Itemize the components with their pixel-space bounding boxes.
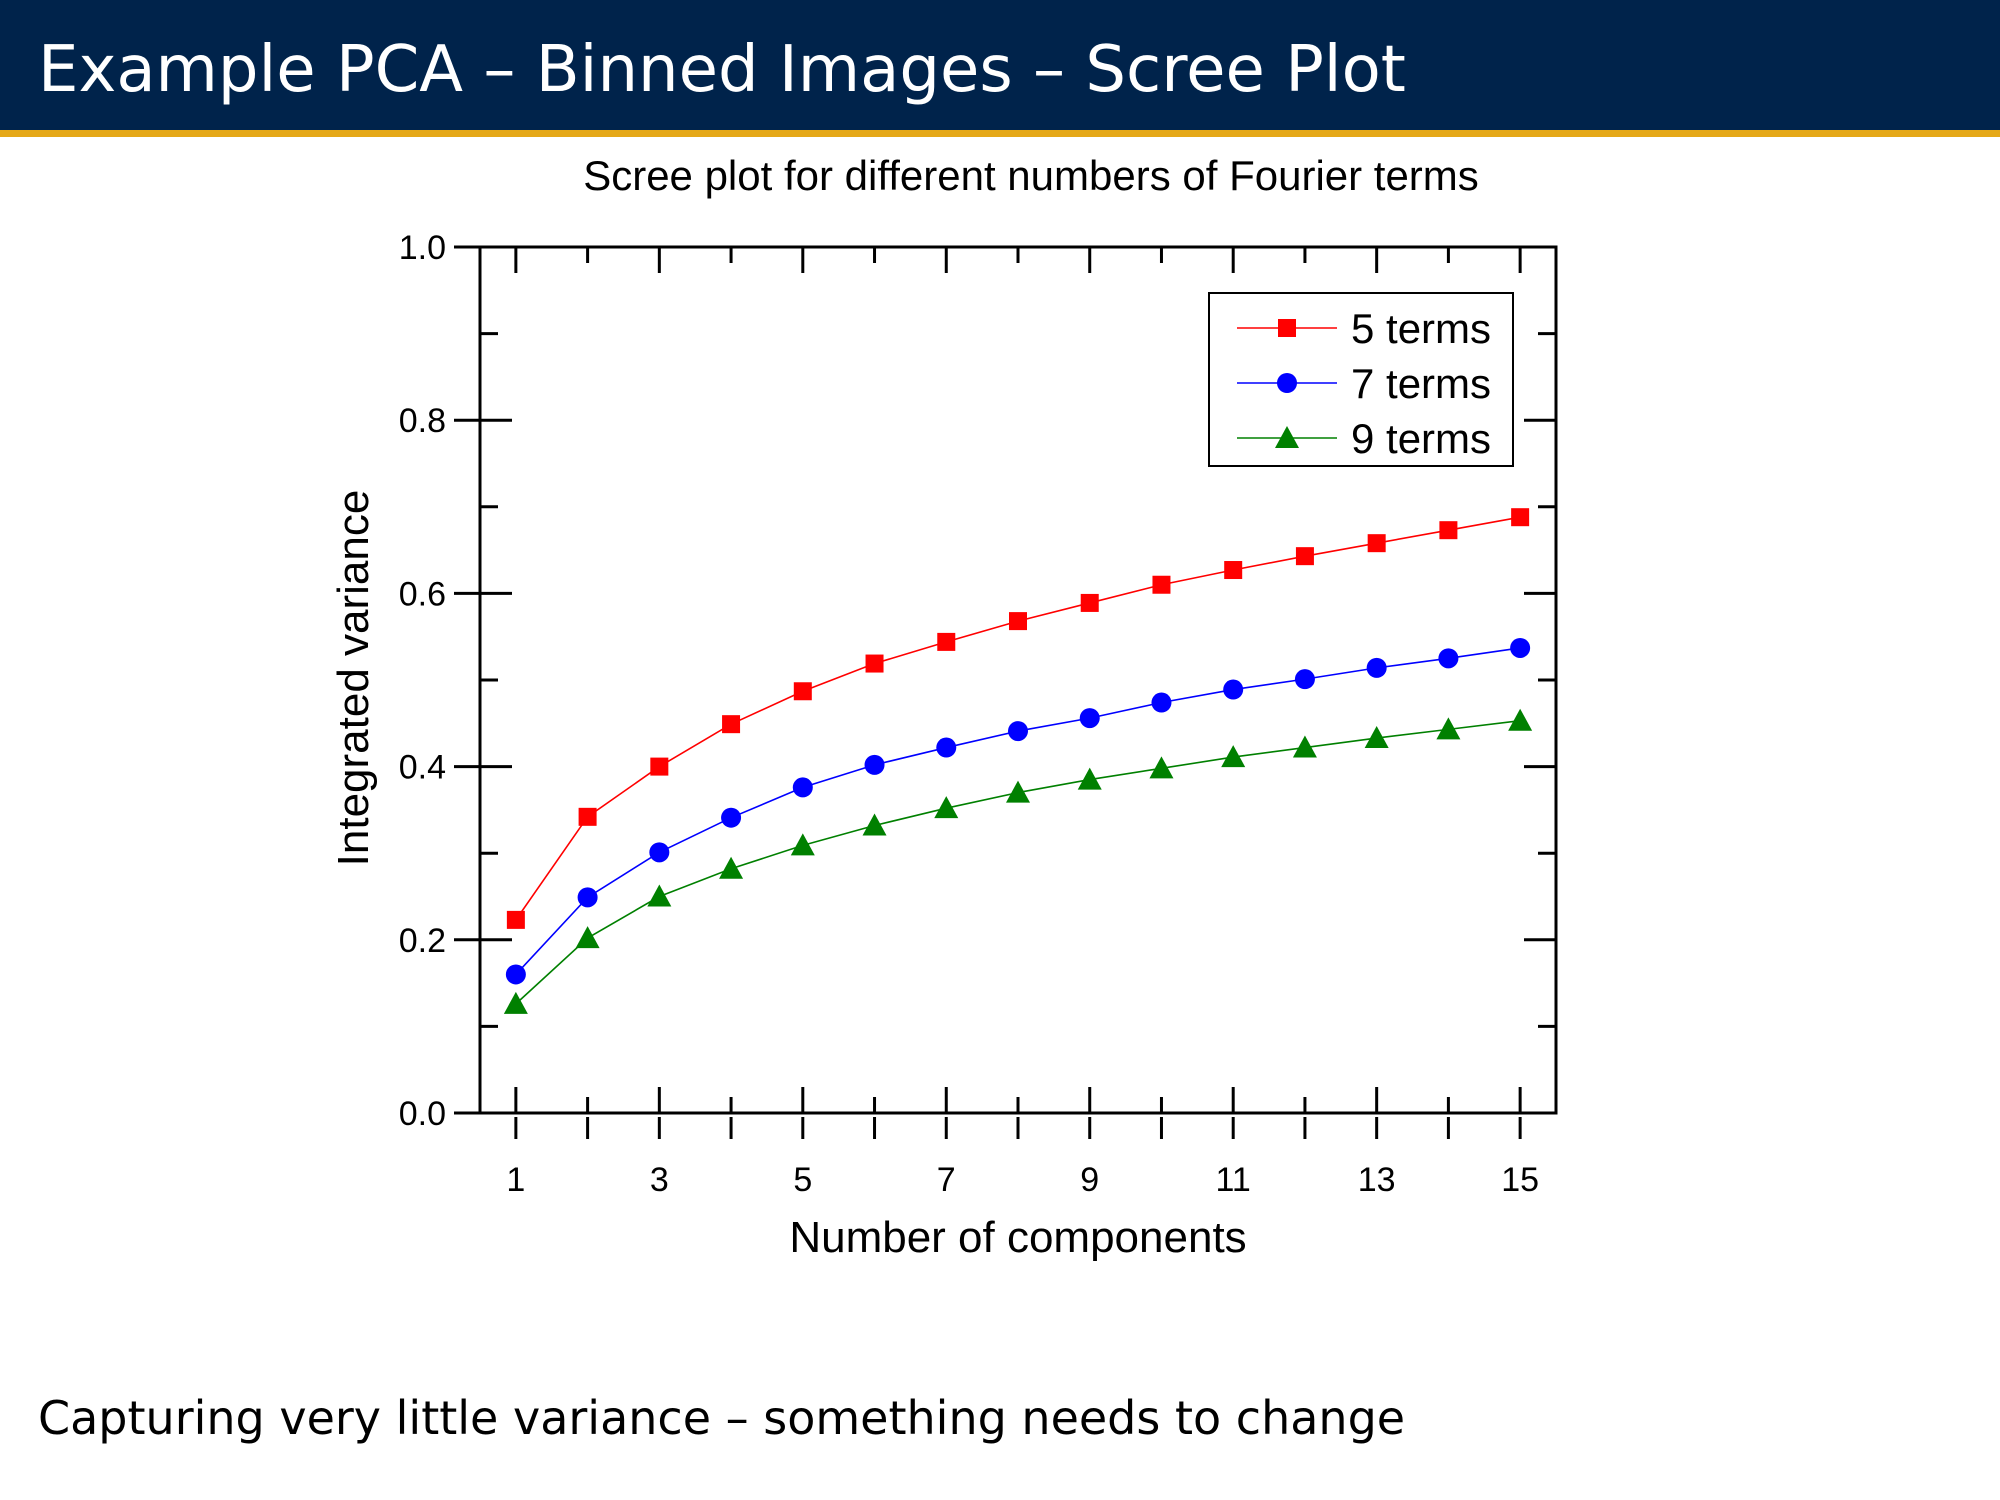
data-point	[1008, 721, 1028, 742]
x-tick-label: 7	[937, 1161, 956, 1199]
data-point	[1224, 561, 1243, 580]
data-point	[937, 632, 956, 651]
data-point	[505, 964, 526, 985]
legend-entry: 5 terms	[1237, 305, 1491, 352]
y-tick-label: 0.6	[399, 575, 446, 613]
data-point	[1510, 637, 1531, 658]
data-point	[790, 833, 815, 856]
header-bar	[0, 0, 2000, 130]
data-point	[1223, 679, 1244, 700]
header-accent-stripe	[0, 130, 2000, 137]
y-axis-label: Integrated variance	[329, 490, 378, 867]
data-point	[1294, 669, 1315, 690]
data-point	[934, 796, 959, 819]
data-point	[1009, 612, 1027, 631]
data-point	[1438, 648, 1459, 669]
data-point	[793, 682, 812, 701]
data-point	[1511, 508, 1530, 527]
data-point	[1439, 521, 1458, 540]
data-point	[1508, 708, 1533, 731]
series-9-terms	[503, 708, 1533, 1014]
data-point	[1367, 534, 1386, 553]
x-tick-label: 15	[1501, 1161, 1539, 1199]
data-point	[1006, 780, 1030, 803]
data-point	[578, 807, 597, 826]
y-tick-label: 0.2	[399, 922, 446, 960]
data-point	[1149, 756, 1174, 779]
data-point	[1364, 726, 1389, 749]
x-tick-label: 9	[1080, 1161, 1099, 1199]
data-point	[936, 737, 957, 758]
legend-label: 7 terms	[1351, 360, 1491, 407]
data-point	[649, 842, 670, 863]
legend-marker	[1278, 319, 1296, 337]
series-layer	[503, 508, 1533, 1014]
slide-title: Example PCA – Binned Images – Scree Plot	[38, 33, 1406, 107]
data-point	[792, 777, 813, 798]
data-point	[1151, 692, 1172, 713]
data-point	[1080, 593, 1099, 612]
chart-title: Scree plot for different numbers of Four…	[583, 152, 1479, 199]
data-point	[864, 754, 885, 775]
data-point	[1366, 657, 1387, 678]
footer-note: Capturing very little variance – somethi…	[38, 1391, 1406, 1445]
x-tick-label: 3	[650, 1161, 669, 1199]
legend: 5 terms 7 terms 9 terms	[1208, 292, 1514, 467]
data-point	[722, 715, 741, 734]
legend-entry: 9 terms	[1237, 415, 1491, 462]
data-point	[503, 991, 528, 1014]
legend-marker	[1275, 426, 1299, 448]
data-point	[1152, 575, 1171, 594]
data-point	[1436, 717, 1461, 740]
data-point	[1077, 767, 1102, 790]
data-point	[1221, 745, 1246, 768]
data-point	[1295, 547, 1314, 566]
data-point	[506, 910, 525, 929]
data-point	[862, 813, 887, 836]
axes: 1 3 5 7 9 11 13 150.00.20.40.60.81.0	[399, 229, 1558, 1199]
series-5-terms	[506, 508, 1530, 929]
y-tick-label: 0.8	[399, 402, 446, 440]
y-tick-label: 0.4	[399, 749, 446, 787]
data-point	[575, 926, 600, 949]
legend-marker	[1277, 373, 1297, 393]
x-tick-label: 5	[793, 1161, 812, 1199]
y-tick-label: 0.0	[399, 1095, 446, 1133]
series-line	[515, 516, 1521, 921]
data-point	[721, 807, 742, 828]
data-point	[1079, 708, 1100, 729]
data-point	[650, 757, 669, 776]
series-line	[515, 647, 1521, 975]
data-point	[1292, 735, 1317, 758]
x-axis-label: Number of components	[789, 1213, 1246, 1262]
data-point	[719, 856, 744, 879]
series-7-terms	[505, 637, 1531, 985]
x-tick-label: 11	[1216, 1161, 1251, 1199]
data-point	[647, 884, 672, 907]
legend-entry: 7 terms	[1237, 360, 1491, 407]
data-point	[577, 887, 598, 908]
legend-label: 9 terms	[1351, 415, 1491, 462]
x-tick-label: 13	[1358, 1161, 1396, 1199]
legend-box	[1208, 292, 1514, 467]
legend-label: 5 terms	[1351, 305, 1491, 352]
x-tick-label: 1	[506, 1161, 525, 1199]
y-tick-label: 1.0	[399, 229, 446, 267]
data-point	[865, 654, 884, 673]
